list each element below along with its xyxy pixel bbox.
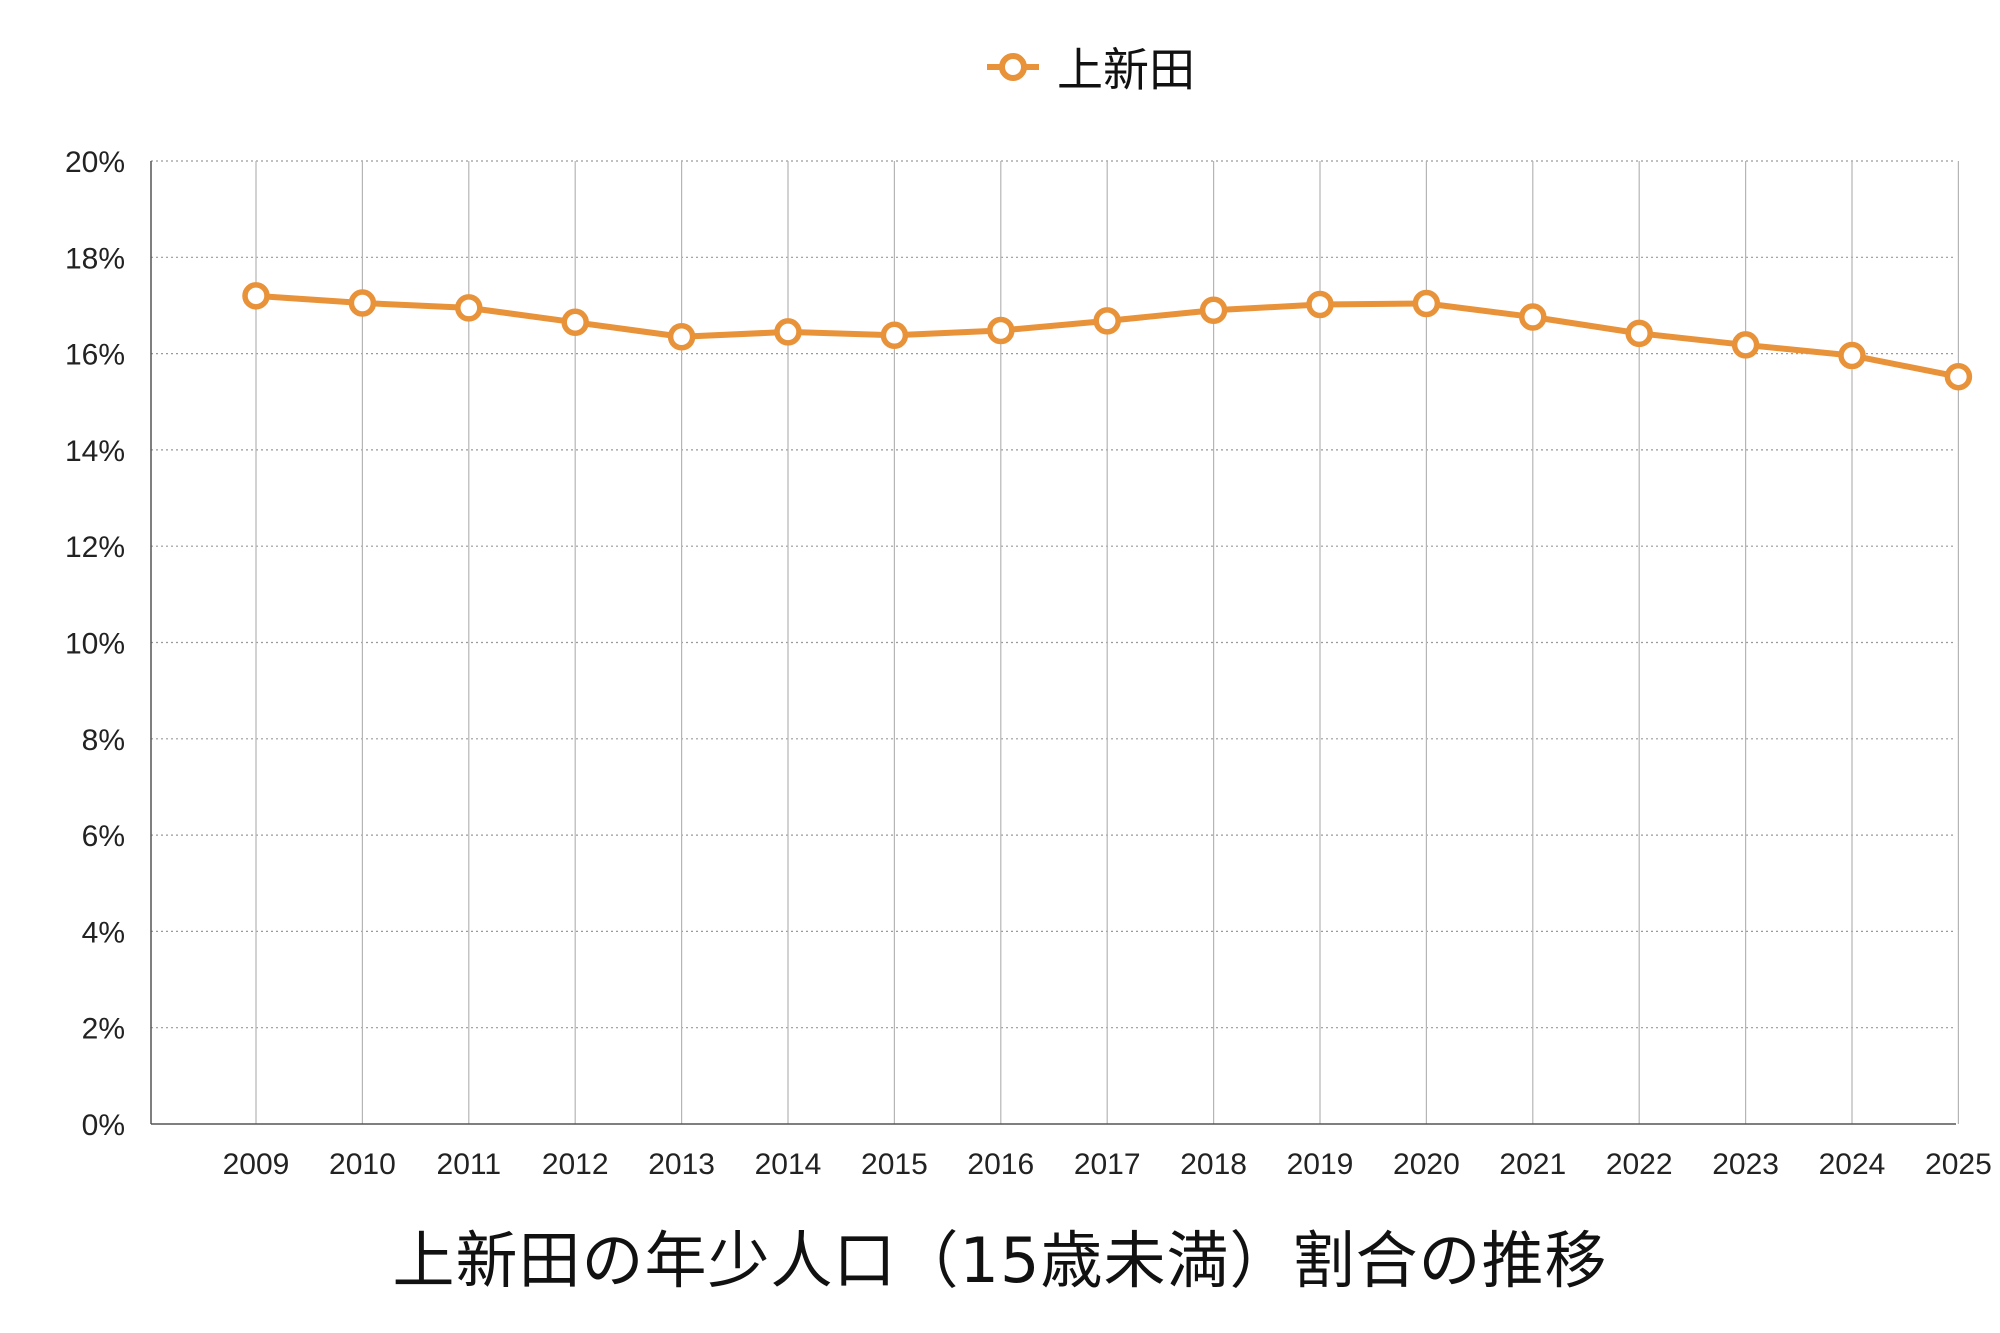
x-tick-label: 2013 bbox=[648, 1148, 715, 1181]
x-tick-label: 2014 bbox=[755, 1148, 822, 1181]
x-tick-labels: 2009 2010 2011 2012 2013 2014 2015 2016 2017 2018… bbox=[223, 1148, 1992, 1181]
x-tick-label: 2023 bbox=[1712, 1148, 1779, 1181]
legend-label: 上新田 bbox=[1057, 43, 1195, 97]
y-tick-label: 20% bbox=[65, 146, 125, 179]
x-tick-label: 2017 bbox=[1074, 1148, 1141, 1181]
x-tick-label: 2020 bbox=[1393, 1148, 1460, 1181]
axes bbox=[150, 161, 1956, 1125]
y-tick-label: 8% bbox=[82, 724, 125, 757]
y-tick-label: 14% bbox=[65, 435, 125, 468]
data-point bbox=[242, 282, 270, 310]
x-tick-label: 2012 bbox=[542, 1148, 609, 1181]
data-point bbox=[561, 308, 589, 337]
legend-line-marker-icon bbox=[987, 53, 1039, 81]
data-point bbox=[1093, 307, 1121, 335]
x-tick-label: 2018 bbox=[1180, 1148, 1247, 1181]
data-point bbox=[1838, 341, 1866, 370]
y-tick-label: 6% bbox=[82, 820, 125, 853]
x-tick-label: 2024 bbox=[1819, 1148, 1886, 1181]
y-tick-label: 12% bbox=[65, 531, 125, 564]
x-tick-label: 2010 bbox=[329, 1148, 396, 1181]
legend: 上新田 bbox=[90, 32, 2000, 102]
y-tick-label: 0% bbox=[82, 1109, 125, 1142]
y-tick-label: 16% bbox=[65, 339, 125, 372]
x-tick-label: 2019 bbox=[1287, 1148, 1354, 1181]
x-tick-label: 2025 bbox=[1925, 1148, 1992, 1181]
x-tick-label: 2021 bbox=[1499, 1148, 1566, 1181]
data-point bbox=[987, 316, 1015, 345]
y-tick-label: 18% bbox=[65, 242, 125, 275]
series-layer bbox=[242, 282, 1973, 391]
data-point bbox=[774, 318, 802, 346]
x-tick-label: 2022 bbox=[1606, 1148, 1673, 1181]
y-tick-label: 4% bbox=[82, 916, 125, 949]
y-gridlines bbox=[151, 160, 1956, 1029]
data-point bbox=[1944, 362, 1973, 391]
y-tick-label: 2% bbox=[82, 1013, 125, 1046]
data-point bbox=[455, 294, 483, 322]
data-point bbox=[1519, 303, 1547, 331]
data-point bbox=[1625, 319, 1653, 348]
data-point bbox=[667, 322, 696, 351]
y-tick-label: 10% bbox=[65, 628, 125, 661]
x-tick-label: 2015 bbox=[861, 1148, 928, 1181]
data-point bbox=[1199, 296, 1228, 325]
data-point bbox=[1306, 290, 1334, 319]
x-tick-label: 2009 bbox=[223, 1148, 290, 1181]
x-tick-label: 2011 bbox=[437, 1148, 502, 1181]
y-tick-labels: 0% 2% 4% 6% 8% 10% 12% 14% 16% 18% 20% bbox=[65, 146, 125, 1142]
data-point bbox=[1731, 331, 1760, 359]
x-tick-label: 2016 bbox=[967, 1148, 1034, 1181]
data-point bbox=[348, 289, 377, 317]
chart-title: 上新田の年少人口（15歳未満）割合の推移 bbox=[392, 1224, 1608, 1297]
data-point bbox=[1412, 289, 1441, 318]
data-point bbox=[880, 321, 909, 350]
